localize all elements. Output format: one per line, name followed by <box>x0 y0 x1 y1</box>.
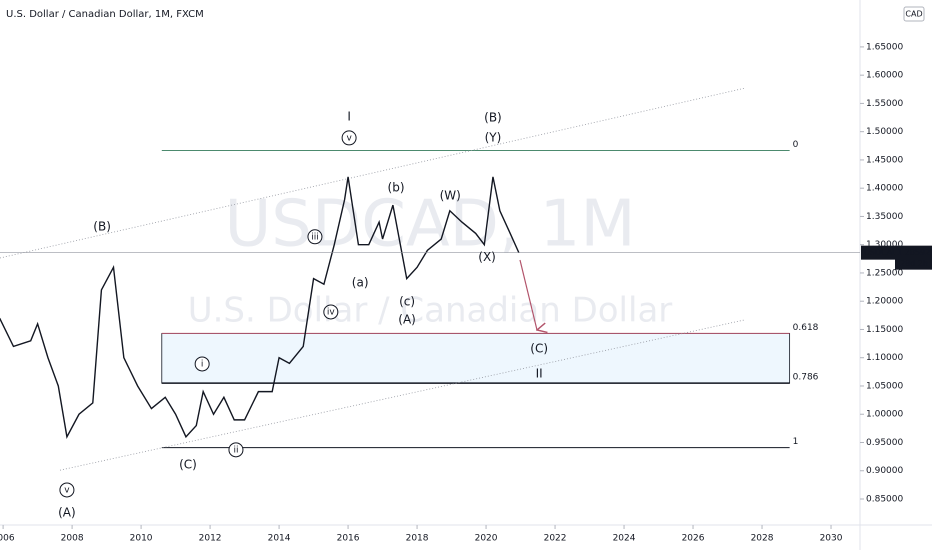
projection-arrow <box>519 259 537 330</box>
wave-label: (X) <box>478 250 496 264</box>
wave-label: (a) <box>352 276 369 290</box>
x-tick-label: 2010 <box>130 534 153 544</box>
y-tick-label: 1.30000 <box>866 240 903 250</box>
x-tick-label: 2008 <box>61 534 84 544</box>
wave-circle <box>194 356 210 372</box>
y-tick-label: 1.05000 <box>866 381 903 391</box>
fib-label: 0.786 <box>793 373 819 383</box>
wave-label: (Y) <box>485 130 502 144</box>
wave-label: v <box>64 485 70 495</box>
price-tag-label: 1.28592 <box>897 248 930 257</box>
wave-label: (C) <box>530 342 548 356</box>
wave-circle <box>323 304 339 320</box>
wave-label: (B) <box>93 220 111 234</box>
fib-label: 1 <box>793 437 799 447</box>
wave-label: (C) <box>179 458 197 472</box>
symbol-tag-label: USDCAD <box>864 248 898 257</box>
watermark: USDCAD, 1M U.S. Dollar / Canadian Dollar <box>188 188 673 331</box>
x-tick-label: 2026 <box>682 534 705 544</box>
y-tick-label: 0.85000 <box>866 495 903 505</box>
y-tick-label: 1.35000 <box>866 212 903 222</box>
wave-label: I <box>347 109 351 123</box>
x-tick-label: 2022 <box>544 534 567 544</box>
fib-label: 0.618 <box>793 323 819 333</box>
currency: CAD <box>905 10 922 19</box>
y-tick-label: 1.00000 <box>866 410 903 420</box>
price-tag <box>895 245 932 270</box>
y-tick-label: 1.65000 <box>866 42 903 52</box>
watermark-symbol: USDCAD, 1M <box>224 188 635 262</box>
wave-label: i <box>201 359 204 369</box>
y-tick-label: 1.45000 <box>866 155 903 165</box>
y-tick-label: 0.95000 <box>866 438 903 448</box>
x-tick-label: 2014 <box>268 534 291 544</box>
x-tick-label: 2012 <box>199 534 222 544</box>
x-tick-label: 2030 <box>820 534 843 544</box>
wave-label: (B) <box>484 111 502 125</box>
fib-zone <box>161 333 791 384</box>
wave-label: ii <box>233 445 238 455</box>
y-tick-label: 1.60000 <box>866 71 903 81</box>
x-tick-label: 2018 <box>406 534 429 544</box>
wave-label: iii <box>311 232 319 242</box>
x-tick-label: 2020 <box>475 534 498 544</box>
wave-label: II <box>536 367 543 381</box>
y-tick-label: 1.55000 <box>866 99 903 109</box>
x-tick-label: 2006 <box>0 534 15 544</box>
currency-box <box>903 6 925 22</box>
wave-label: (A) <box>58 506 76 520</box>
y-tick-label: 1.50000 <box>866 127 903 137</box>
y-tick-label: 1.20000 <box>866 297 903 307</box>
watermark-name: U.S. Dollar / Canadian Dollar <box>188 291 673 331</box>
wave-circle <box>341 130 357 146</box>
x-tick-label: 2016 <box>337 534 360 544</box>
wave-label: (c) <box>399 294 415 308</box>
y-tick-label: 1.15000 <box>866 325 903 335</box>
wave-circle <box>307 229 323 245</box>
wave-label: iv <box>327 307 336 317</box>
wave-label: (b) <box>388 181 405 195</box>
wave-label: (W) <box>440 189 461 203</box>
wave-label: v <box>346 133 352 143</box>
y-tick-label: 0.90000 <box>866 466 903 476</box>
chart-title: U.S. Dollar / Canadian Dollar, 1M, FXCM <box>6 9 204 20</box>
y-tick-label: 1.40000 <box>866 184 903 194</box>
wave-circle <box>228 442 244 458</box>
y-tick-label: 1.10000 <box>866 353 903 363</box>
fib-label: 0 <box>793 140 799 150</box>
y-tick-label: 1.25000 <box>866 268 903 278</box>
x-tick-label: 2028 <box>751 534 774 544</box>
wave-circle <box>59 482 75 498</box>
countdown: 28d 2h <box>900 259 928 268</box>
channel-line <box>0 87 745 259</box>
price-line <box>0 176 520 439</box>
symbol-tag <box>861 245 895 260</box>
x-tick-label: 2024 <box>613 534 636 544</box>
wave-label: (A) <box>398 312 416 326</box>
